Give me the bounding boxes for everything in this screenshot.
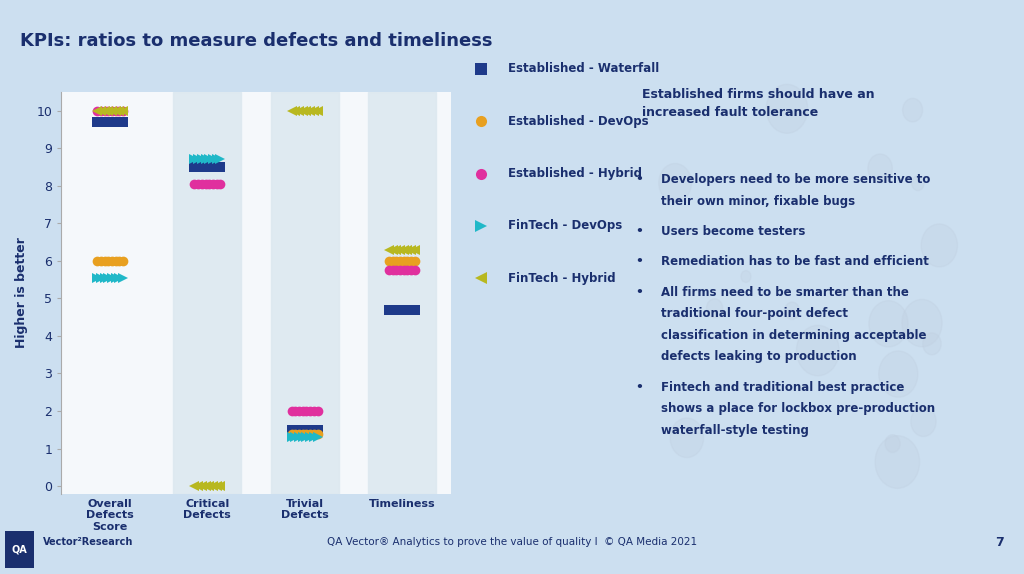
Circle shape: [784, 302, 800, 320]
Text: Fintech and traditional best practice: Fintech and traditional best practice: [662, 381, 905, 394]
Text: Developers need to be more sensitive to: Developers need to be more sensitive to: [662, 173, 931, 186]
Circle shape: [910, 406, 936, 436]
Circle shape: [911, 176, 924, 191]
Circle shape: [923, 333, 941, 355]
Circle shape: [879, 351, 918, 397]
Text: defects leaking to production: defects leaking to production: [662, 350, 857, 363]
Text: •: •: [635, 173, 643, 186]
Text: FinTech - DevOps: FinTech - DevOps: [508, 219, 623, 232]
Text: •: •: [635, 255, 643, 269]
Text: •: •: [635, 286, 643, 299]
Text: FinTech - Hybrid: FinTech - Hybrid: [508, 272, 615, 285]
Circle shape: [741, 270, 751, 282]
Text: Established - DevOps: Established - DevOps: [508, 115, 648, 128]
Circle shape: [766, 84, 808, 133]
Text: •: •: [635, 381, 643, 394]
Text: Remediation has to be fast and efficient: Remediation has to be fast and efficient: [662, 255, 929, 269]
Circle shape: [922, 224, 957, 267]
Text: KPIs: ratios to measure defects and timeliness: KPIs: ratios to measure defects and time…: [20, 32, 493, 50]
Circle shape: [670, 418, 703, 457]
Text: Established - Waterfall: Established - Waterfall: [508, 63, 659, 75]
Text: traditional four-point defect: traditional four-point defect: [662, 308, 849, 320]
Text: •: •: [635, 225, 643, 238]
Text: QA Vector® Analytics to prove the value of quality I  © QA Media 2021: QA Vector® Analytics to prove the value …: [327, 537, 697, 548]
Circle shape: [876, 436, 920, 488]
Circle shape: [797, 325, 839, 376]
Text: shows a place for lockbox pre-production: shows a place for lockbox pre-production: [662, 402, 936, 416]
Circle shape: [902, 300, 942, 347]
Text: All firms need to be smarter than the: All firms need to be smarter than the: [662, 286, 909, 299]
Text: waterfall-style testing: waterfall-style testing: [662, 424, 809, 437]
Text: Established - Hybrid: Established - Hybrid: [508, 167, 642, 180]
Text: Users become testers: Users become testers: [662, 225, 806, 238]
Circle shape: [885, 435, 900, 452]
Text: 7: 7: [994, 536, 1004, 549]
Circle shape: [658, 164, 691, 202]
Circle shape: [902, 98, 923, 122]
Bar: [173, 92, 242, 494]
Text: Vector²Research: Vector²Research: [43, 537, 133, 548]
Bar: [368, 92, 436, 494]
Circle shape: [869, 301, 908, 347]
Text: their own minor, fixable bugs: their own minor, fixable bugs: [662, 195, 855, 208]
Text: Established firms should have an
increased fault tolerance: Established firms should have an increas…: [642, 88, 876, 119]
Circle shape: [868, 154, 892, 183]
Circle shape: [707, 298, 723, 318]
Y-axis label: Higher is better: Higher is better: [15, 237, 29, 348]
Text: QA: QA: [11, 545, 28, 554]
Bar: [270, 92, 339, 494]
Text: classification in determining acceptable: classification in determining acceptable: [662, 329, 927, 342]
